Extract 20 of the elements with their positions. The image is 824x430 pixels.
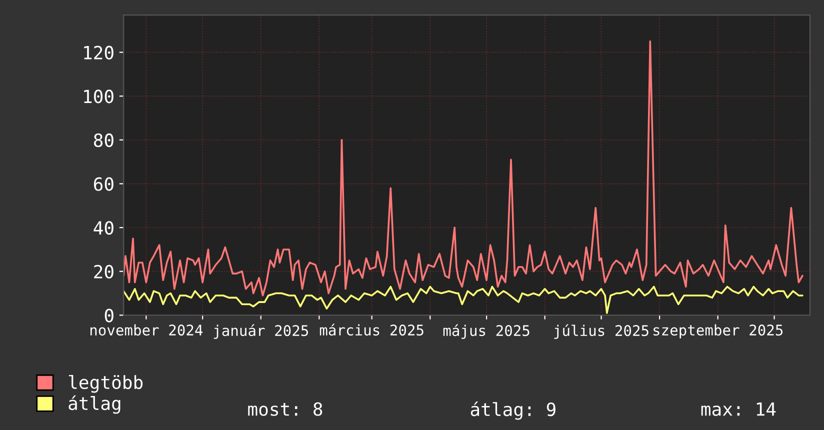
y-tick-label: 40 <box>94 221 114 235</box>
line-series <box>124 40 804 296</box>
x-tick-label: július 2025 <box>554 324 648 339</box>
text: most: 8 <box>248 402 322 416</box>
x-tick-label: március 2025 <box>320 324 424 336</box>
y-tick-label: 120 <box>84 46 114 60</box>
y-tick-label: 80 <box>94 133 114 148</box>
line-series <box>124 286 804 314</box>
x-tick-label: szeptember 2025 <box>654 324 783 338</box>
legend-label: legtöbb <box>68 375 143 393</box>
y-tick-label: 20 <box>94 264 114 279</box>
x-tick-label: január 2025 <box>214 324 308 339</box>
text: átlag: 9 <box>470 401 556 420</box>
y-tick-label: 100 <box>84 90 114 104</box>
y-tick-label: 60 <box>94 177 114 191</box>
legend-label: átlag <box>68 395 120 414</box>
x-tick-label: május 2025 <box>443 324 530 339</box>
x-tick-label: november 2024 <box>90 324 203 336</box>
y-tick-label: 0 <box>104 308 114 322</box>
text: max: 14 <box>701 402 776 416</box>
